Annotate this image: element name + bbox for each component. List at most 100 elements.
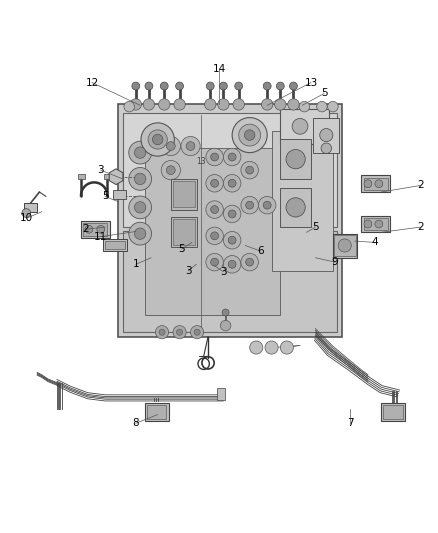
Text: 8: 8 [132,418,139,429]
Circle shape [220,320,231,331]
Circle shape [275,99,286,110]
Circle shape [206,253,223,271]
Circle shape [244,130,255,140]
Text: 2: 2 [417,222,424,232]
Text: 5: 5 [178,244,185,254]
Circle shape [223,174,241,192]
Circle shape [206,227,223,245]
Circle shape [143,99,155,110]
Circle shape [265,341,278,354]
Bar [333,233,357,258]
Circle shape [141,123,174,156]
Circle shape [246,166,254,174]
Bar [272,131,333,271]
Circle shape [159,329,165,335]
Circle shape [338,239,351,252]
Circle shape [232,118,267,152]
Circle shape [134,173,146,184]
Bar [103,239,127,251]
Text: 12: 12 [85,77,99,87]
Circle shape [206,201,223,219]
Circle shape [130,99,141,110]
Bar [364,177,388,190]
Bar [361,216,390,232]
Bar [171,179,197,209]
Bar [334,235,356,256]
Circle shape [129,167,152,190]
Text: 2: 2 [82,224,89,235]
Circle shape [22,209,31,217]
Circle shape [211,179,219,187]
Circle shape [176,82,184,90]
Text: 2: 2 [417,181,424,190]
Bar [83,223,107,236]
Circle shape [205,99,216,110]
Bar [280,140,311,179]
Bar [105,241,125,249]
Bar [364,218,388,230]
Bar [81,221,110,238]
Circle shape [241,197,258,214]
Circle shape [211,258,219,266]
Circle shape [364,180,372,188]
Circle shape [124,101,134,112]
Bar [123,113,337,227]
Circle shape [375,220,383,228]
Circle shape [228,236,236,244]
Bar [145,403,169,421]
Circle shape [148,130,167,149]
Circle shape [161,160,180,180]
Circle shape [222,309,229,316]
Text: 3: 3 [97,165,104,175]
Circle shape [206,82,214,90]
Circle shape [239,124,261,146]
Circle shape [97,225,105,233]
Circle shape [235,82,243,90]
Circle shape [241,253,258,271]
Circle shape [317,101,327,112]
Bar [313,118,339,152]
Bar [173,181,195,207]
Text: 5: 5 [321,88,328,99]
Circle shape [328,101,338,112]
Circle shape [261,99,273,110]
Circle shape [292,118,308,134]
Bar [383,405,403,419]
Circle shape [206,148,223,166]
Text: 1: 1 [132,260,139,269]
Bar [147,405,166,419]
Circle shape [223,255,241,273]
Circle shape [159,99,170,110]
Circle shape [258,197,276,214]
Circle shape [241,161,258,179]
Circle shape [263,82,271,90]
Circle shape [211,232,219,240]
Circle shape [320,128,333,142]
Circle shape [174,99,185,110]
Bar [24,203,37,212]
Text: 3: 3 [185,266,192,276]
Bar [381,403,405,421]
Text: 3: 3 [220,266,227,277]
Text: 11: 11 [94,232,107,242]
Bar [217,388,225,400]
Circle shape [321,143,332,154]
Circle shape [206,174,223,192]
Circle shape [166,166,175,174]
Circle shape [246,201,254,209]
Text: 9: 9 [332,257,339,267]
Circle shape [263,201,271,209]
Circle shape [223,148,241,166]
Circle shape [211,206,219,214]
Circle shape [177,329,183,335]
Circle shape [218,99,229,110]
Bar [361,175,390,192]
Circle shape [166,142,175,150]
Circle shape [299,101,310,112]
Circle shape [211,153,219,161]
Bar [123,231,337,332]
Circle shape [145,82,153,90]
Text: 13: 13 [304,77,318,87]
Circle shape [134,228,146,239]
Circle shape [276,82,284,90]
